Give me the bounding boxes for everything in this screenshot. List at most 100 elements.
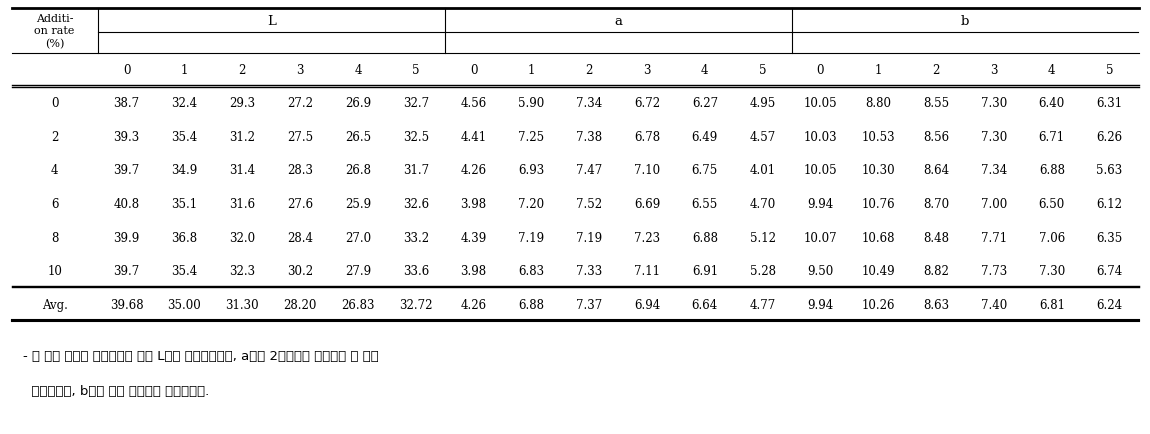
Text: 8.64: 8.64	[923, 164, 949, 177]
Text: 4.70: 4.70	[750, 197, 776, 210]
Text: 6.75: 6.75	[692, 164, 718, 177]
Text: 3: 3	[297, 64, 304, 77]
Text: 6.12: 6.12	[1097, 197, 1122, 210]
Text: 6.55: 6.55	[692, 197, 718, 210]
Text: 36.8: 36.8	[171, 231, 198, 244]
Text: 7.06: 7.06	[1038, 231, 1065, 244]
Text: 6.78: 6.78	[634, 131, 660, 144]
Text: 4: 4	[1048, 64, 1056, 77]
Text: 4.56: 4.56	[460, 97, 486, 110]
Text: 10.53: 10.53	[861, 131, 895, 144]
Text: 0: 0	[816, 64, 825, 77]
Text: 10.05: 10.05	[804, 97, 837, 110]
Text: 3.98: 3.98	[460, 197, 486, 210]
Text: 10.03: 10.03	[804, 131, 837, 144]
Text: 4: 4	[51, 164, 59, 177]
Text: 5: 5	[412, 64, 420, 77]
Text: 8.80: 8.80	[865, 97, 891, 110]
Text: 34.9: 34.9	[171, 164, 198, 177]
Text: 10.05: 10.05	[804, 164, 837, 177]
Text: 32.6: 32.6	[402, 197, 429, 210]
Text: 39.68: 39.68	[110, 298, 144, 311]
Text: 28.20: 28.20	[283, 298, 316, 311]
Text: 8.48: 8.48	[923, 231, 949, 244]
Text: 7.71: 7.71	[981, 231, 1007, 244]
Text: 2: 2	[238, 64, 246, 77]
Text: 26.5: 26.5	[345, 131, 371, 144]
Text: 7.25: 7.25	[519, 131, 544, 144]
Text: 7.47: 7.47	[576, 164, 603, 177]
Text: 4.57: 4.57	[750, 131, 776, 144]
Text: 8.56: 8.56	[923, 131, 949, 144]
Text: 4: 4	[702, 64, 708, 77]
Text: 4: 4	[354, 64, 362, 77]
Text: 6.64: 6.64	[692, 298, 718, 311]
Text: 4.26: 4.26	[460, 298, 486, 311]
Text: 10.49: 10.49	[861, 264, 895, 277]
Text: 7.37: 7.37	[576, 298, 603, 311]
Text: 32.7: 32.7	[402, 97, 429, 110]
Text: 7.33: 7.33	[576, 264, 603, 277]
Text: 6.35: 6.35	[1096, 231, 1122, 244]
Text: 26.83: 26.83	[342, 298, 375, 311]
Text: 1: 1	[875, 64, 882, 77]
Text: 4.01: 4.01	[750, 164, 776, 177]
Text: 27.6: 27.6	[288, 197, 313, 210]
Text: 7.19: 7.19	[576, 231, 603, 244]
Text: 28.4: 28.4	[288, 231, 313, 244]
Text: 27.5: 27.5	[288, 131, 313, 144]
Text: 39.7: 39.7	[114, 264, 140, 277]
Text: 9.94: 9.94	[807, 298, 834, 311]
Text: 5: 5	[1106, 64, 1113, 77]
Text: 7.52: 7.52	[576, 197, 603, 210]
Text: 6.88: 6.88	[519, 298, 544, 311]
Text: 6.88: 6.88	[1038, 164, 1065, 177]
Text: L: L	[267, 15, 276, 28]
Text: 5.28: 5.28	[750, 264, 775, 277]
Text: 7.30: 7.30	[981, 97, 1007, 110]
Text: 10.07: 10.07	[804, 231, 837, 244]
Text: 6.72: 6.72	[634, 97, 660, 110]
Text: 0: 0	[123, 64, 130, 77]
Text: 31.2: 31.2	[229, 131, 255, 144]
Text: 10.26: 10.26	[861, 298, 895, 311]
Text: 32.72: 32.72	[399, 298, 432, 311]
Text: 35.4: 35.4	[171, 131, 198, 144]
Text: 4.39: 4.39	[460, 231, 486, 244]
Text: 6.49: 6.49	[692, 131, 718, 144]
Text: Additi-
on rate
(%): Additi- on rate (%)	[34, 14, 75, 49]
Text: 7.30: 7.30	[1038, 264, 1065, 277]
Text: 7.38: 7.38	[576, 131, 603, 144]
Text: 6.40: 6.40	[1038, 97, 1065, 110]
Text: 8.70: 8.70	[923, 197, 949, 210]
Text: 6.93: 6.93	[519, 164, 544, 177]
Text: 7.00: 7.00	[981, 197, 1007, 210]
Text: 4.41: 4.41	[460, 131, 486, 144]
Text: 31.4: 31.4	[229, 164, 255, 177]
Text: 35.00: 35.00	[168, 298, 201, 311]
Text: 27.2: 27.2	[288, 97, 313, 110]
Text: 6.50: 6.50	[1038, 197, 1065, 210]
Text: 38.7: 38.7	[114, 97, 139, 110]
Text: 32.3: 32.3	[229, 264, 255, 277]
Text: 4.26: 4.26	[460, 164, 486, 177]
Text: 6.24: 6.24	[1097, 298, 1122, 311]
Text: 31.6: 31.6	[229, 197, 255, 210]
Text: 27.9: 27.9	[345, 264, 371, 277]
Text: 1: 1	[181, 64, 189, 77]
Text: 40.8: 40.8	[114, 197, 139, 210]
Text: 6.91: 6.91	[692, 264, 718, 277]
Text: 2: 2	[585, 64, 593, 77]
Text: 8.55: 8.55	[923, 97, 949, 110]
Text: 5.63: 5.63	[1096, 164, 1122, 177]
Text: 7.34: 7.34	[576, 97, 603, 110]
Text: 4.95: 4.95	[750, 97, 776, 110]
Text: a: a	[614, 15, 622, 28]
Text: 29.3: 29.3	[229, 97, 255, 110]
Text: 9.50: 9.50	[807, 264, 834, 277]
Text: 31.7: 31.7	[402, 164, 429, 177]
Text: 6.27: 6.27	[692, 97, 718, 110]
Text: 6.71: 6.71	[1038, 131, 1065, 144]
Text: 39.7: 39.7	[114, 164, 140, 177]
Text: 32.5: 32.5	[402, 131, 429, 144]
